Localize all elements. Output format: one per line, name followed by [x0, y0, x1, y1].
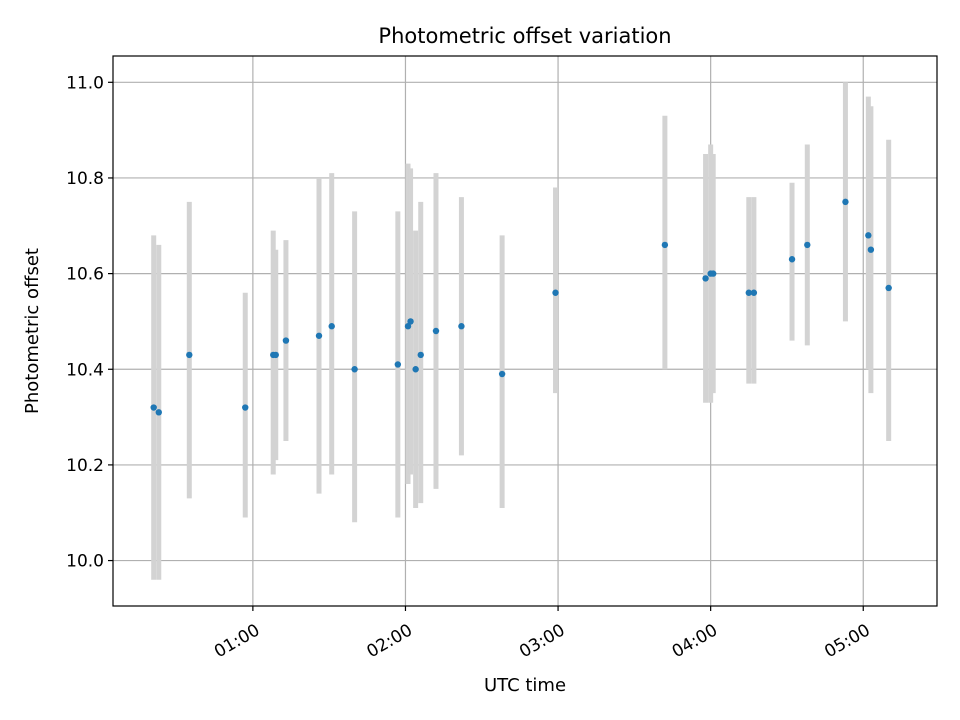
data-point: [804, 241, 811, 249]
data-point: [745, 289, 753, 296]
data-point: [407, 318, 414, 325]
y-tick-label: 10.4: [66, 360, 104, 380]
data-point: [417, 351, 424, 359]
x-axis-label: UTC time: [484, 675, 566, 696]
data-point: [432, 327, 440, 335]
plot-area-frame: [112, 55, 938, 607]
data-point: [702, 275, 709, 282]
grid: [113, 56, 937, 606]
data-point: [885, 284, 892, 292]
data-point: [750, 289, 758, 296]
data-point: [328, 323, 335, 330]
data-point: [458, 323, 465, 330]
data-point: [315, 332, 323, 339]
y-tick-label: 10.8: [66, 169, 104, 189]
data-point: [865, 232, 872, 239]
data-point: [282, 337, 290, 344]
data-point: [709, 270, 717, 277]
data-point: [155, 409, 162, 416]
data-point: [842, 198, 849, 206]
y-tick-label: 10.0: [66, 552, 104, 572]
y-axis-label: Photometric offset: [22, 248, 43, 414]
data-point: [394, 361, 402, 368]
chart-title: Photometric offset variation: [378, 24, 671, 48]
data-point: [351, 366, 358, 373]
data-point: [788, 256, 796, 263]
y-tick-label: 11.0: [66, 73, 104, 93]
data-points: [150, 198, 892, 416]
data-point: [552, 289, 559, 296]
data-point: [404, 323, 412, 330]
data-point: [498, 370, 506, 378]
data-point: [186, 351, 193, 359]
data-point: [867, 246, 875, 253]
data-point: [150, 404, 157, 411]
data-point: [661, 241, 669, 249]
data-point: [272, 351, 279, 359]
y-tick-label: 10.2: [66, 456, 104, 476]
y-tick-label: 10.6: [66, 265, 104, 285]
data-point: [412, 366, 419, 373]
data-point: [242, 404, 249, 411]
